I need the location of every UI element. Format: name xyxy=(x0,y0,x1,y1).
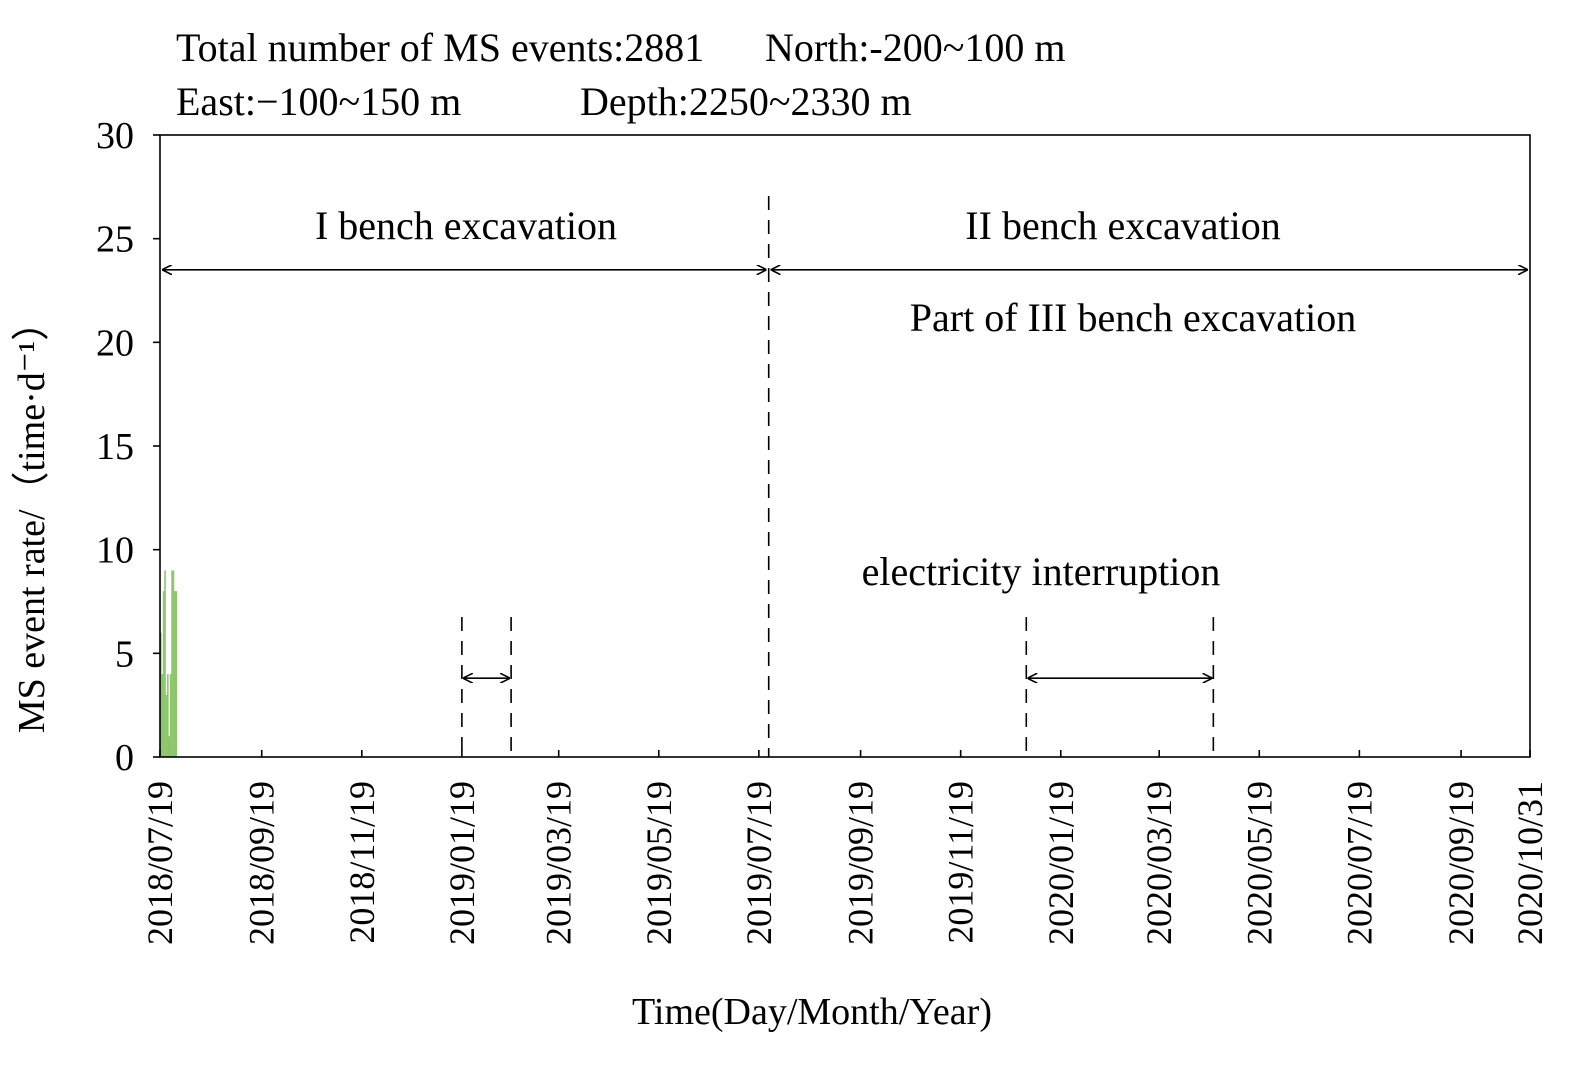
x-tick-label: 2020/09/19 xyxy=(1441,781,1481,945)
y-tick-label: 25 xyxy=(96,219,134,261)
header-line1-left: Total number of MS events:2881 xyxy=(176,25,705,70)
x-tick-label: 2019/11/19 xyxy=(941,781,981,944)
x-tick-label: 2020/05/19 xyxy=(1239,781,1279,945)
bar xyxy=(175,591,178,757)
header-line2-right: Depth:2250~2330 m xyxy=(580,79,912,124)
x-tick-label: 2019/03/19 xyxy=(539,781,579,945)
bar xyxy=(167,674,169,757)
header-line1-right: North:-200~100 m xyxy=(765,25,1066,70)
bar xyxy=(172,570,175,757)
y-tick-label: 0 xyxy=(115,737,134,779)
bar xyxy=(171,570,173,757)
bar xyxy=(162,591,165,757)
phase-i-label: I bench excavation xyxy=(315,203,617,248)
x-tick-label: 2019/09/19 xyxy=(841,781,881,945)
bars-group xyxy=(160,570,178,757)
bar xyxy=(168,736,171,757)
bar xyxy=(160,632,162,757)
electricity-interruption-label: electricity interruption xyxy=(862,549,1221,594)
phase-iii-label: Part of III bench excavation xyxy=(910,295,1356,340)
bar xyxy=(169,674,172,757)
bar xyxy=(165,694,168,757)
x-tick-label: 2020/01/19 xyxy=(1041,781,1081,945)
x-tick-label: 2018/09/19 xyxy=(242,781,282,945)
x-tick-label: 2019/05/19 xyxy=(639,781,679,945)
x-axis-label: Time(Day/Month/Year) xyxy=(632,991,992,1033)
plot-frame xyxy=(159,134,1531,758)
x-tick-label: 2020/07/19 xyxy=(1339,781,1379,945)
x-tick-label: 2018/07/19 xyxy=(140,781,180,945)
bar xyxy=(161,674,164,757)
x-tick-label: 2019/01/19 xyxy=(442,781,482,945)
y-tick-label: 20 xyxy=(96,322,134,364)
y-tick-label: 30 xyxy=(96,115,134,157)
y-axis-label: MS event rate/（time·d⁻¹） xyxy=(11,303,53,733)
axis-marks-group: 0 5 10 15 20 25 30 2018/07/19 2018/09/19 2018/11/… xyxy=(96,115,1550,945)
x-tick-label: 2020/03/19 xyxy=(1139,781,1179,945)
y-tick-label: 5 xyxy=(115,633,134,675)
phase-ii-label: II bench excavation xyxy=(965,203,1280,248)
x-tick-label: 2019/07/19 xyxy=(739,781,779,945)
x-tick-label: 2018/11/19 xyxy=(342,781,382,944)
y-tick-label: 10 xyxy=(96,530,134,572)
annotations-group: I bench excavation II bench excavation Par… xyxy=(163,196,1527,757)
x-tick-label: 2020/10/31 xyxy=(1510,781,1550,945)
y-tick-label: 15 xyxy=(96,426,134,468)
bar xyxy=(164,570,166,757)
header-line2-left: East:−100~150 m xyxy=(176,79,462,124)
bar xyxy=(174,591,176,757)
